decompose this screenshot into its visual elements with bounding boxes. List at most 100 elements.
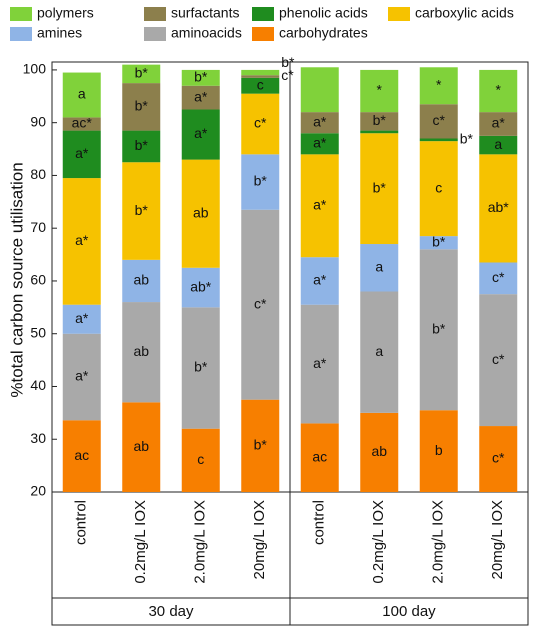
segment-label: b* <box>135 65 149 81</box>
bar-segment <box>241 77 280 94</box>
segment-label: a <box>375 258 383 274</box>
y-tick-label: 100 <box>23 61 47 77</box>
bar-segment <box>300 67 339 113</box>
legend-label: phenolic acids <box>279 5 368 21</box>
bar-segment <box>181 109 220 160</box>
legend-swatch <box>252 7 274 21</box>
segment-label: b* <box>373 112 387 128</box>
bar-segment <box>62 304 101 334</box>
x-tick-label: control <box>311 500 328 545</box>
y-tick-label: 80 <box>30 166 46 182</box>
bar-segment <box>62 420 101 492</box>
segment-label: b* <box>281 54 295 70</box>
bar-segment <box>62 130 101 179</box>
segment-label: * <box>436 76 442 92</box>
bar-segment <box>62 72 101 118</box>
x-tick-label: control <box>73 500 90 545</box>
segment-label: a <box>494 136 502 152</box>
segment-label: b* <box>432 320 446 336</box>
bar-segment <box>419 138 458 142</box>
segment-label: * <box>377 82 383 98</box>
bar-segment <box>181 267 220 308</box>
segment-label: b <box>435 442 443 458</box>
segment-label: ab* <box>488 199 510 215</box>
bar-segment <box>300 133 339 155</box>
bar-segment <box>419 410 458 492</box>
y-tick-label: 20 <box>30 483 46 499</box>
y-axis-label: %total carbon source utilisation <box>7 162 26 397</box>
legend-label: carboxylic acids <box>415 5 514 21</box>
x-tick-label: 0.2mg/L IOX <box>370 500 387 584</box>
bar-segment <box>360 244 399 292</box>
legend-swatch <box>144 7 166 21</box>
segment-label: a* <box>194 88 208 104</box>
segment-label: a* <box>313 134 327 150</box>
segment-label: b* <box>254 173 268 189</box>
segment-label: c* <box>281 67 294 83</box>
y-tick-label: 30 <box>30 430 46 446</box>
segment-label: c* <box>492 351 505 367</box>
segment-label: a* <box>313 355 327 371</box>
segment-label: a <box>375 343 383 359</box>
bar-segment <box>181 69 220 86</box>
bar-segment <box>181 85 220 110</box>
bar-segment <box>300 112 339 134</box>
bar-segment <box>360 130 399 134</box>
x-tick-label: 0.2mg/L IOX <box>132 500 149 584</box>
segment-label: b* <box>373 179 387 195</box>
bar-segment <box>479 294 518 427</box>
bar-segment <box>300 304 339 424</box>
segment-label: b* <box>194 359 208 375</box>
segment-label: b* <box>194 69 208 85</box>
segment-label: ac <box>74 447 89 463</box>
bar-segment <box>62 178 101 305</box>
bar-segment <box>360 112 399 131</box>
segment-label: a <box>78 86 86 102</box>
segment-label: c <box>257 76 264 92</box>
segment-label: a* <box>75 145 89 161</box>
segment-label: b* <box>135 98 149 114</box>
segment-label: b* <box>432 233 446 249</box>
bar-segment <box>479 426 518 492</box>
bar-segment <box>241 93 280 155</box>
bar-segment <box>122 64 161 84</box>
segment-label: ab <box>133 438 149 454</box>
group-label: 30 day <box>148 603 194 620</box>
legend-label: amines <box>37 25 82 41</box>
segment-label: b* <box>135 137 149 153</box>
legend-label: polymers <box>37 5 94 21</box>
segment-label: c* <box>433 112 446 128</box>
legend-label: aminoacids <box>171 25 242 41</box>
segment-label: a* <box>313 113 327 129</box>
segment-label: a* <box>75 310 89 326</box>
bar-segment <box>479 135 518 155</box>
x-tick-label: 20mg/L IOX <box>489 500 506 579</box>
segment-label: c <box>435 179 442 195</box>
y-tick-label: 50 <box>30 324 46 340</box>
segment-label: a* <box>75 232 89 248</box>
bar-segment <box>122 83 161 131</box>
legend-swatch <box>144 27 166 41</box>
bar-segment <box>241 75 280 78</box>
x-tick-label: 2.0mg/L IOX <box>192 500 209 584</box>
segment-label: b* <box>135 202 149 218</box>
segment-label: ab <box>133 343 149 359</box>
legend-swatch <box>10 27 32 41</box>
bar-segment <box>360 412 399 492</box>
segment-label: c <box>197 451 204 467</box>
segment-label: b* <box>460 131 474 147</box>
segment-label: c* <box>492 269 505 285</box>
bar-segment <box>419 236 458 250</box>
legend-swatch <box>10 7 32 21</box>
bar-segment <box>419 104 458 139</box>
legend-swatch <box>388 7 410 21</box>
bar-segment <box>181 307 220 429</box>
bar-segment <box>479 154 518 263</box>
x-tick-label: 20mg/L IOX <box>251 500 268 579</box>
bar-segment <box>419 141 458 237</box>
bar-segment <box>181 159 220 268</box>
bar-segment <box>122 162 161 260</box>
bar-segment <box>122 302 161 403</box>
segment-label: c* <box>254 295 267 311</box>
